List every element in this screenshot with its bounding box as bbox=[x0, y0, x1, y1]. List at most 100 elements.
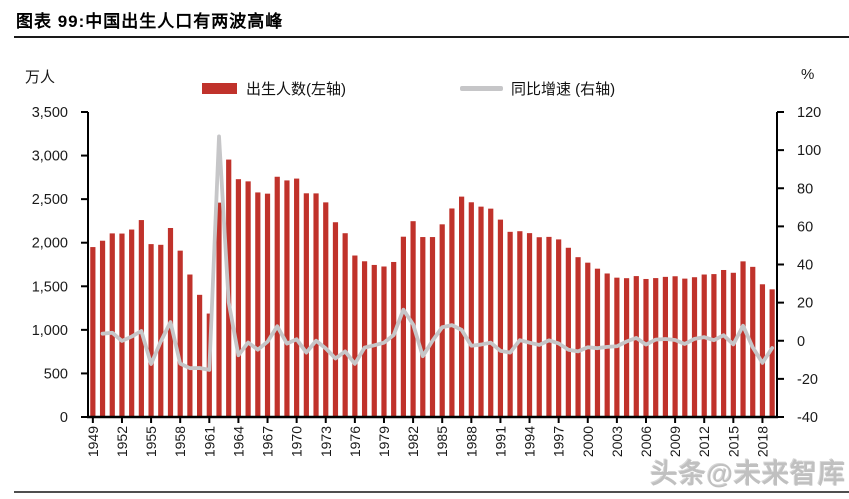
birth-bar-1966 bbox=[255, 192, 261, 417]
x-axis-tick-label: 1982 bbox=[405, 426, 421, 457]
birth-bar-1953 bbox=[129, 229, 135, 417]
birth-bar-2011 bbox=[691, 277, 698, 417]
growth-line bbox=[100, 134, 775, 372]
left-axis-tick-label: 2,500 bbox=[32, 192, 68, 208]
x-axis-tick-label: 2018 bbox=[754, 426, 770, 457]
right-axis-tick-label: -40 bbox=[797, 410, 818, 426]
birth-bar-1973 bbox=[323, 202, 329, 417]
birth-bar-2008 bbox=[662, 276, 668, 417]
right-axis-tick-label: 20 bbox=[797, 296, 813, 312]
birth-bar-1975 bbox=[342, 233, 348, 417]
x-axis-tick-label: 2012 bbox=[696, 426, 712, 457]
x-axis-tick-label: 2009 bbox=[667, 426, 683, 457]
left-axis-tick-label: 2,000 bbox=[32, 236, 68, 252]
birth-bar-1991 bbox=[497, 219, 504, 417]
birth-bar-2013 bbox=[711, 274, 717, 417]
legend: 出生人数(左轴) 同比增速 (右轴) bbox=[0, 76, 849, 100]
birth-bar-1959 bbox=[187, 274, 193, 417]
x-axis-tick-label: 1952 bbox=[114, 426, 130, 457]
birth-bar-2007 bbox=[653, 278, 659, 417]
x-axis-tick-label: 1970 bbox=[289, 426, 305, 457]
birth-bar-1994 bbox=[526, 233, 533, 417]
x-axis-tick-label: 1955 bbox=[143, 426, 159, 457]
birth-bar-1956 bbox=[158, 244, 164, 417]
left-axis-tick-label: 500 bbox=[44, 366, 68, 382]
x-axis-tick-label: 1991 bbox=[492, 426, 508, 457]
left-axis-tick-label: 3,000 bbox=[32, 149, 68, 165]
birth-bar-2018 bbox=[759, 284, 766, 417]
right-axis-tick-label: 100 bbox=[797, 143, 821, 159]
birth-bar-1986 bbox=[449, 208, 455, 417]
legend-item-growth: 同比增速 (右轴) bbox=[460, 76, 615, 100]
x-axis-tick-label: 1997 bbox=[551, 426, 567, 457]
x-axis-tick-label: 1967 bbox=[260, 426, 276, 457]
birth-bar-1950 bbox=[99, 240, 106, 417]
birth-bar-1992 bbox=[507, 231, 513, 417]
left-axis-tick-label: 1,500 bbox=[32, 279, 68, 295]
birth-bar-2000 bbox=[585, 262, 591, 417]
birth-bar-1983 bbox=[420, 237, 426, 417]
right-axis-tick-label: -20 bbox=[797, 372, 818, 388]
birth-bar-1967 bbox=[264, 193, 271, 417]
x-axis-tick-label: 2015 bbox=[725, 426, 741, 457]
birth-bar-1978 bbox=[371, 264, 377, 417]
birth-bar-1969 bbox=[284, 180, 290, 417]
left-axis-tick-label: 0 bbox=[60, 410, 68, 426]
birth-bar-1964 bbox=[235, 179, 242, 417]
birth-bar-1968 bbox=[274, 176, 280, 417]
x-axis-tick-label: 2006 bbox=[638, 426, 654, 457]
right-axis-tick-label: 80 bbox=[797, 181, 813, 197]
births-swatch-icon bbox=[202, 82, 237, 94]
left-axis-unit-label: 万人 bbox=[25, 69, 56, 86]
x-axis-tick-label: 1964 bbox=[230, 426, 246, 457]
growth-swatch-icon bbox=[460, 85, 503, 91]
birth-bar-1998 bbox=[565, 247, 571, 417]
x-axis-tick-label: 1976 bbox=[347, 426, 363, 457]
right-axis-tick-label: 120 bbox=[797, 105, 821, 121]
birth-bar-1993 bbox=[517, 231, 523, 417]
title-divider bbox=[14, 36, 849, 38]
right-axis-tick-label: 0 bbox=[797, 334, 805, 350]
birth-bar-1989 bbox=[478, 206, 484, 417]
birth-bar-1952 bbox=[119, 233, 125, 417]
birth-bar-1984 bbox=[429, 237, 436, 417]
birth-bar-1980 bbox=[391, 261, 397, 417]
birth-bar-1988 bbox=[468, 202, 474, 417]
birth-bar-1985 bbox=[439, 224, 445, 417]
x-axis-tick-label: 1988 bbox=[463, 426, 479, 457]
x-axis-tick-label: 1973 bbox=[318, 426, 334, 457]
birth-bar-1999 bbox=[575, 257, 581, 417]
birth-bar-1949 bbox=[90, 247, 96, 417]
birth-bar-1982 bbox=[410, 221, 416, 417]
birth-bar-1977 bbox=[361, 261, 368, 417]
legend-label-births: 出生人数(左轴) bbox=[246, 80, 346, 98]
birth-bar-1958 bbox=[177, 250, 183, 417]
right-axis-tick-label: 60 bbox=[797, 219, 813, 235]
birth-bar-1962 bbox=[216, 202, 222, 417]
x-axis-tick-label: 2000 bbox=[580, 426, 596, 457]
birth-bar-1990 bbox=[488, 208, 494, 417]
left-axis-tick-label: 1,000 bbox=[32, 323, 68, 339]
birth-bar-1981 bbox=[400, 236, 406, 417]
x-axis-tick-label: 1994 bbox=[522, 426, 538, 457]
x-axis-tick-label: 2003 bbox=[609, 426, 625, 457]
birth-bar-2001 bbox=[594, 268, 601, 417]
watermark: 头条@未来智库 bbox=[650, 459, 846, 489]
birth-bar-1971 bbox=[303, 193, 309, 417]
left-axis-tick-label: 3,500 bbox=[32, 105, 68, 121]
birth-bar-1974 bbox=[332, 222, 339, 417]
birth-bar-1995 bbox=[536, 237, 542, 417]
x-axis-tick-label: 1985 bbox=[434, 426, 450, 457]
birth-bar-2014 bbox=[721, 269, 727, 417]
legend-item-births: 出生人数(左轴) bbox=[202, 76, 346, 100]
x-axis-tick-label: 1958 bbox=[172, 426, 188, 457]
birth-bar-1955 bbox=[148, 244, 154, 417]
birth-bar-2019 bbox=[769, 289, 775, 417]
x-axis-tick-label: 1961 bbox=[201, 426, 217, 457]
birth-bar-1960 bbox=[197, 294, 203, 417]
right-axis-unit-label: % bbox=[801, 66, 815, 83]
birth-bar-1976 bbox=[352, 255, 358, 417]
birth-bar-1954 bbox=[138, 220, 144, 417]
